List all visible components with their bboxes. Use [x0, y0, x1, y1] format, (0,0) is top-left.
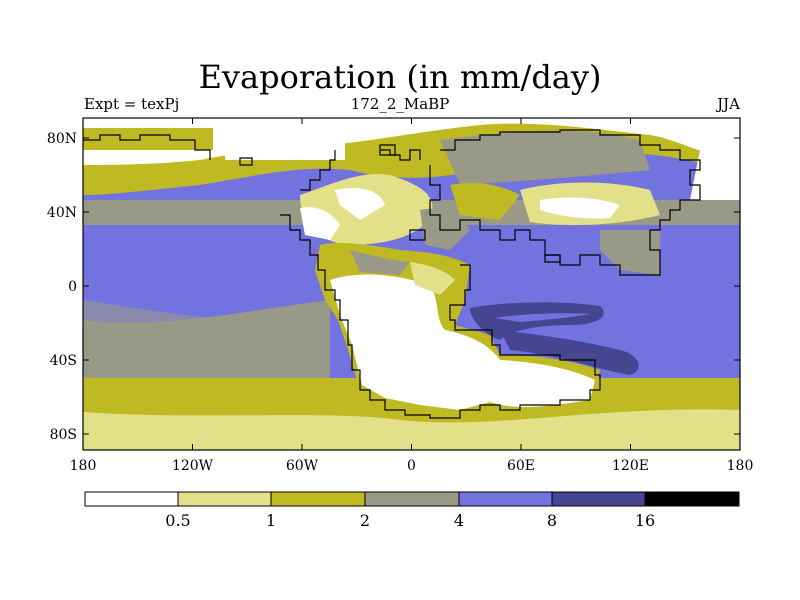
age-label: 172_2_MaBP: [350, 95, 450, 113]
ytick-label-1: 40N: [47, 205, 77, 221]
colorbar-box-1: [178, 492, 271, 506]
experiment-label: Expt = texPj: [84, 95, 180, 113]
colorbar-box-5: [552, 492, 645, 506]
gray-mideast: [420, 208, 470, 250]
pale-tethys: [410, 262, 455, 295]
gray-tethys-coast: [350, 250, 410, 275]
x-tick-marks: [82, 118, 741, 450]
colorbar: 0.5 1 2 4 8 16: [84, 491, 740, 530]
arctic-white-2: [225, 130, 345, 160]
coast-island-4: [544, 254, 561, 263]
coast-island-2: [239, 157, 253, 166]
y-tick-marks: [83, 137, 740, 435]
evaporation-field: [83, 118, 740, 450]
colorbar-label-5: 16: [635, 511, 655, 530]
colorbar-label-0: 0.5: [165, 511, 190, 530]
ytick-label-3: 40S: [50, 353, 77, 369]
navy-tethys-2: [500, 330, 639, 375]
colorbar-box-2: [271, 492, 365, 506]
colorbar-label-1: 1: [266, 511, 276, 530]
x-tick-labels: 180 120W 60W 0 60E 120E 180: [70, 458, 754, 474]
xtick-label-2: 60W: [286, 458, 319, 474]
xtick-label-1: 120W: [172, 458, 214, 474]
colorbar-box-0: [85, 492, 178, 506]
gray-north-asia: [440, 130, 650, 185]
xtick-label-5: 120E: [612, 458, 649, 474]
olive-arctic-patch: [83, 128, 213, 150]
white-northeast: [690, 150, 740, 200]
colorbar-box-4: [459, 492, 552, 506]
white-na: [300, 207, 340, 240]
coast-arctic: [83, 134, 211, 160]
colorbar-label-2: 2: [360, 511, 370, 530]
navy-inner: [495, 313, 590, 322]
white-pangea-desert: [330, 274, 595, 410]
gray-southeast-asia: [600, 230, 660, 275]
pacific-tongue: [83, 225, 310, 257]
xtick-label-4: 60E: [507, 458, 535, 474]
ytick-label-4: 80S: [50, 427, 77, 443]
olive-europe: [450, 183, 520, 220]
xtick-label-0: 180: [70, 458, 97, 474]
pacific-gray-streak: [83, 300, 330, 345]
map-title: Evaporation (in mm/day): [198, 58, 602, 96]
coast-north-america: [300, 150, 336, 191]
coast-greenland: [380, 149, 421, 161]
colorbar-label-4: 8: [547, 511, 557, 530]
coast-asia: [429, 129, 701, 276]
white-na-2: [335, 188, 385, 220]
season-label: JJA: [717, 95, 740, 113]
ytick-label-0: 80N: [47, 131, 77, 147]
colorbar-label-3: 4: [454, 511, 464, 530]
coast-island-3: [409, 229, 426, 241]
ytick-label-2: 0: [68, 279, 77, 295]
coastlines: [83, 129, 701, 419]
colorbar-frame: [84, 491, 740, 507]
white-asia: [540, 197, 620, 219]
colorbar-box-3: [365, 492, 459, 506]
xtick-label-3: 0: [407, 458, 416, 474]
xtick-label-6: 180: [727, 458, 754, 474]
coast-island-1: [379, 144, 396, 156]
pale-band-south: [83, 409, 740, 450]
coast-pangea: [280, 214, 601, 419]
white-arctic: [83, 118, 740, 165]
y-tick-labels: 80N 40N 0 40S 80S: [47, 131, 77, 443]
colorbar-box-6: [645, 492, 739, 506]
